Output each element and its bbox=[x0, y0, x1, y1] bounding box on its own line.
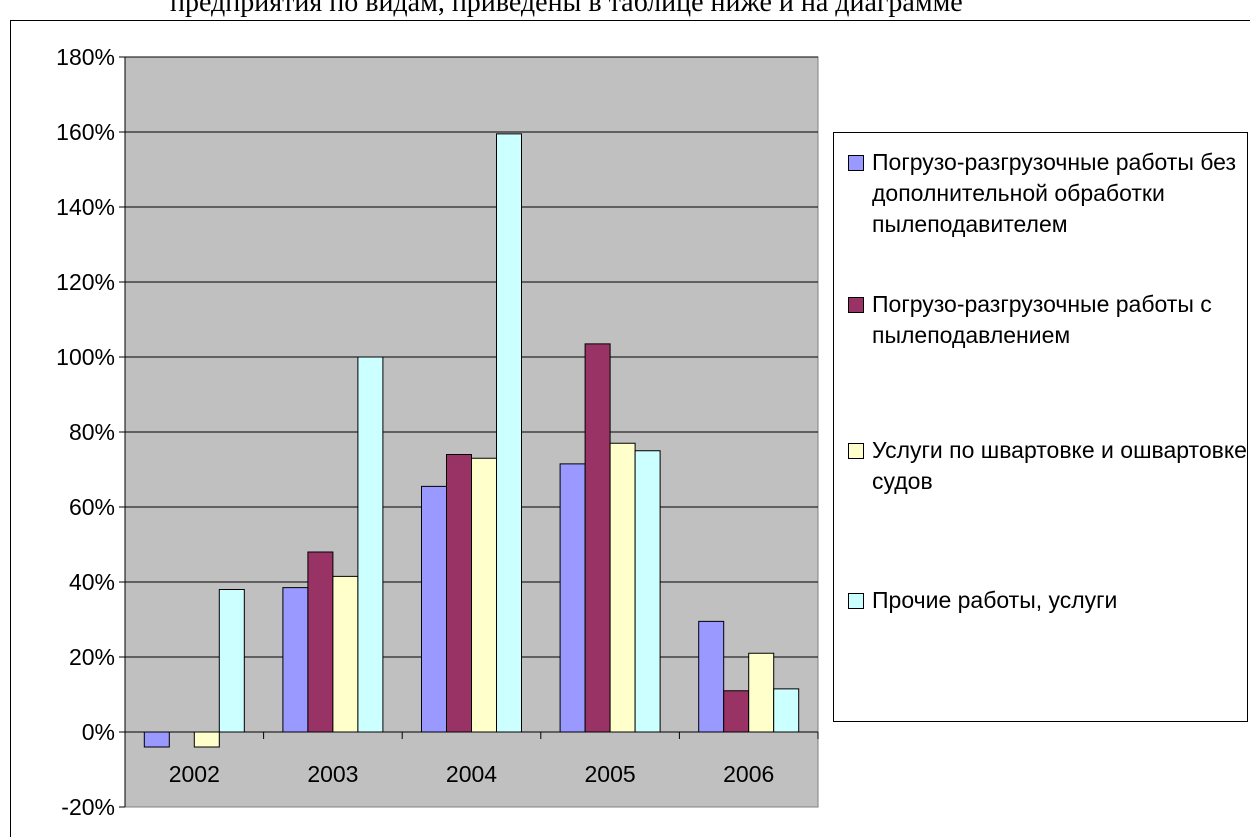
legend-item: Услуги по швартовке и ошвартовке судов bbox=[848, 435, 1250, 497]
caption-text-fragment: предприятия по видам, приведены в таблиц… bbox=[0, 0, 1250, 18]
y-tick-label: 120% bbox=[56, 269, 115, 295]
legend-item: Прочие работы, услуги bbox=[848, 585, 1250, 616]
bar bbox=[773, 688, 800, 733]
y-tick-label: 140% bbox=[56, 194, 115, 220]
bar bbox=[332, 575, 359, 733]
x-tick-label: 2002 bbox=[169, 761, 220, 787]
y-tick-label: 40% bbox=[69, 569, 115, 595]
x-tick-label: 2003 bbox=[307, 761, 358, 787]
bar bbox=[193, 731, 220, 748]
bar bbox=[357, 356, 384, 733]
y-tick-label: 100% bbox=[56, 344, 115, 370]
chart-legend: Погрузо-разгрузочные работы без дополнит… bbox=[833, 132, 1248, 722]
bar bbox=[307, 551, 334, 733]
bar bbox=[584, 343, 611, 733]
legend-item: Погрузо-разгрузочные работы с пылеподавл… bbox=[848, 289, 1250, 351]
legend-label: Прочие работы, услуги bbox=[872, 587, 1118, 613]
bar bbox=[446, 454, 472, 733]
legend-swatch bbox=[848, 443, 864, 459]
bar bbox=[421, 485, 447, 733]
bar bbox=[218, 589, 245, 733]
y-tick-label: 60% bbox=[69, 494, 115, 520]
x-tick-label: 2005 bbox=[585, 761, 636, 787]
legend-swatch bbox=[848, 593, 864, 609]
x-tick-label: 2004 bbox=[446, 761, 497, 787]
legend-label: Погрузо-разгрузочные работы без дополнит… bbox=[872, 149, 1236, 237]
bar bbox=[748, 652, 775, 733]
y-tick-label: 20% bbox=[69, 644, 115, 670]
y-tick-label: -20% bbox=[61, 794, 115, 820]
bar bbox=[634, 450, 661, 733]
bar bbox=[496, 133, 522, 733]
legend-item: Погрузо-разгрузочные работы без дополнит… bbox=[848, 147, 1250, 240]
y-tick-label: 80% bbox=[69, 419, 115, 445]
bar bbox=[609, 442, 636, 733]
legend-label: Услуги по швартовке и ошвартовке судов bbox=[872, 437, 1247, 494]
caption-text: предприятия по видам, приведены в таблиц… bbox=[170, 0, 963, 18]
bar bbox=[282, 587, 309, 733]
bar bbox=[143, 731, 170, 748]
y-tick-label: 180% bbox=[56, 44, 115, 70]
bar bbox=[471, 457, 497, 733]
legend-label: Погрузо-разгрузочные работы с пылеподавл… bbox=[872, 291, 1212, 348]
legend-swatch bbox=[848, 155, 864, 171]
legend-swatch bbox=[848, 297, 864, 313]
x-tick-label: 2006 bbox=[723, 761, 774, 787]
chart-frame bbox=[10, 20, 1250, 837]
y-tick-label: 160% bbox=[56, 119, 115, 145]
bar bbox=[559, 463, 586, 733]
bar bbox=[723, 690, 750, 733]
bar bbox=[698, 620, 725, 733]
y-tick-label: 0% bbox=[82, 719, 115, 745]
